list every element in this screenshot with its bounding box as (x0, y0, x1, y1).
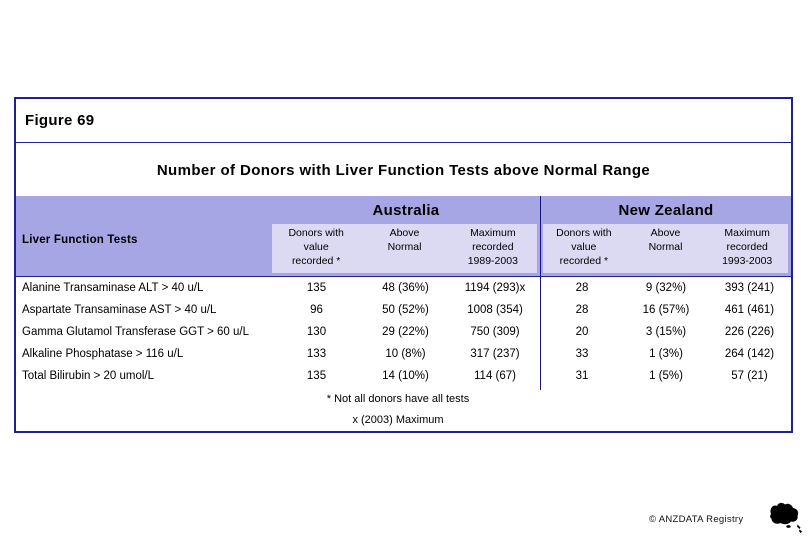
cell-value: 130 (306, 326, 327, 338)
cell-value: 1194 (293)x (464, 282, 526, 294)
column-header: Above Normal (387, 227, 422, 253)
country-divider-line (540, 196, 541, 390)
group-new-zealand-title: New Zealand (618, 201, 714, 219)
copyright-text: © ANZDATA Registry (649, 514, 744, 525)
cell-value: 31 (575, 370, 589, 382)
cell-value: 1 (5%) (649, 370, 683, 382)
column-header: Maximum recorded 1989-2003 (467, 227, 518, 267)
footnote-asterisk: * Not all donors have all tests (326, 393, 470, 405)
cell-value: 393 (241) (724, 282, 775, 294)
cell-value: 16 (57%) (642, 304, 690, 316)
cell-value: 133 (306, 348, 327, 360)
figure-label: Figure 69 (16, 99, 791, 143)
column-header: Above Normal (648, 227, 683, 253)
cell-value: 14 (10%) (382, 370, 429, 382)
row-label: Alkaline Phosphatase > 116 u/L (22, 348, 184, 360)
cell-value: 135 (306, 370, 327, 382)
table-row: Alkaline Phosphatase > 116 u/L 133 10 (8… (16, 343, 791, 365)
cell-value: 96 (310, 304, 323, 316)
group-new-zealand-subheaders: Donors with value recorded * Above Norma… (543, 224, 788, 273)
row-label: Total Bilirubin > 20 umol/L (22, 370, 155, 382)
footnote-x-maximum: x (2003) Maximum (352, 414, 444, 426)
row-label: Gamma Glutamol Transferase GGT > 60 u/L (22, 326, 250, 338)
table-row: Aspartate Transaminase AST > 40 u/L 96 5… (16, 299, 791, 321)
cell-value: 29 (22%) (382, 326, 429, 338)
cell-value: 750 (309) (470, 326, 520, 338)
cell-value: 10 (8%) (385, 348, 426, 360)
row-label: Alanine Transaminase ALT > 40 u/L (22, 282, 204, 294)
cell-value: 226 (226) (724, 326, 775, 338)
table-row: Gamma Glutamol Transferase GGT > 60 u/L … (16, 321, 791, 343)
cell-value: 317 (237) (470, 348, 520, 360)
group-australia-title: Australia (372, 201, 440, 219)
table-header-band: Liver Function Tests Australia Donors wi… (16, 196, 791, 277)
table-title: Number of Donors with Liver Function Tes… (156, 161, 651, 179)
cell-value: 1 (3%) (649, 348, 683, 360)
cell-value: 48 (36%) (382, 282, 429, 294)
cell-value: 1008 (354) (467, 304, 523, 316)
cell-value: 57 (21) (731, 370, 768, 382)
group-australia: Australia Donors with value recorded * A… (272, 196, 540, 276)
cell-value: 264 (142) (724, 348, 775, 360)
column-header: Donors with value recorded * (288, 227, 344, 267)
cell-value: 33 (575, 348, 589, 360)
row-header-label: Liver Function Tests (22, 234, 138, 246)
cell-value: 114 (67) (474, 370, 516, 382)
column-header: Donors with value recorded * (556, 227, 612, 267)
cell-value: 28 (575, 282, 589, 294)
cell-value: 9 (32%) (645, 282, 687, 294)
cell-value: 461 (461) (724, 304, 775, 316)
cell-value: 28 (575, 304, 589, 316)
cell-value: 20 (575, 326, 589, 338)
australia-new-zealand-map-icon (770, 502, 803, 533)
group-australia-subheaders: Donors with value recorded * Above Norma… (272, 224, 537, 273)
table-row: Total Bilirubin > 20 umol/L 135 14 (10%)… (16, 365, 791, 387)
table-row: Alanine Transaminase ALT > 40 u/L 135 48… (16, 277, 791, 299)
group-new-zealand: New Zealand Donors with value recorded *… (541, 196, 791, 276)
cell-value: 135 (306, 282, 327, 294)
cell-value: 50 (52%) (382, 304, 429, 316)
table-body: Alanine Transaminase ALT > 40 u/L 135 48… (16, 277, 791, 387)
figure-table: Figure 69 Number of Donors with Liver Fu… (14, 97, 793, 433)
column-header: Maximum recorded 1993-2003 (722, 227, 773, 267)
cell-value: 3 (15%) (645, 326, 687, 338)
row-label: Aspartate Transaminase AST > 40 u/L (22, 304, 217, 316)
